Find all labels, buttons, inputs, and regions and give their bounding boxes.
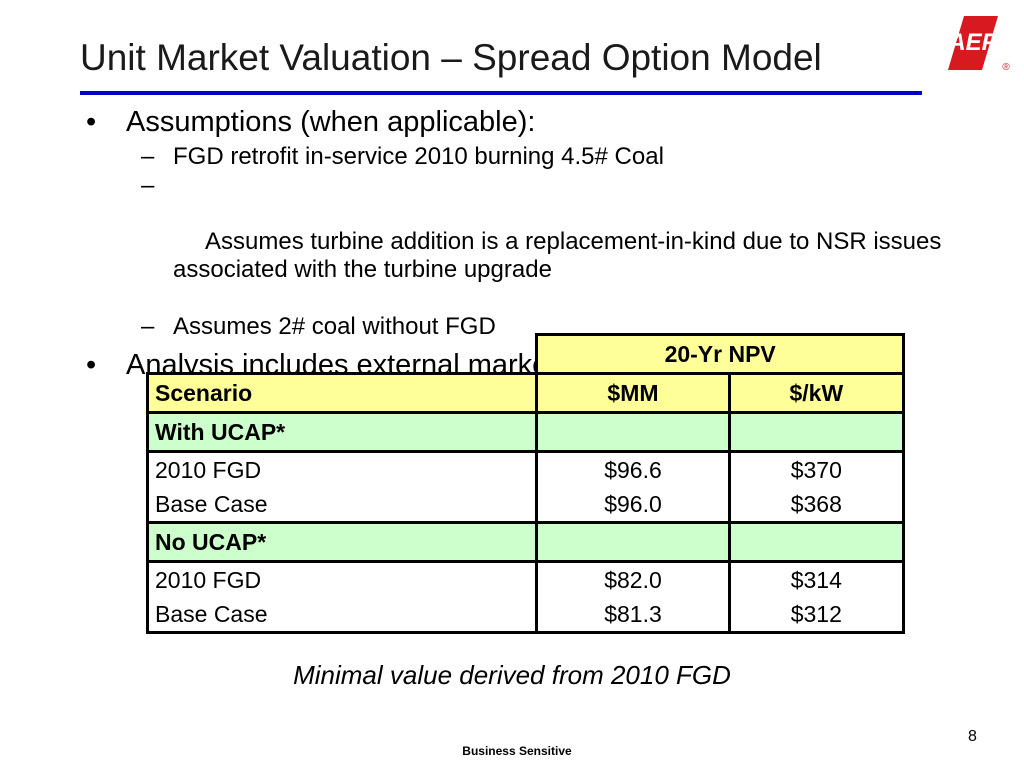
cell-scenario: 2010 FGD xyxy=(145,560,539,597)
bullet-dot: • xyxy=(86,106,97,138)
section-row-with-ucap: With UCAP* xyxy=(145,411,906,453)
table-row: Base Case $96.0 $368 xyxy=(145,487,906,524)
sub-bullet-text: Assumes turbine addition is a replacemen… xyxy=(173,228,949,283)
aep-logo: AEP ® xyxy=(946,14,1014,72)
slide-title: Unit Market Valuation – Spread Option Mo… xyxy=(80,37,822,78)
column-header-kw: $/kW xyxy=(727,372,906,414)
sub-bullet-fgd-retrofit: – FGD retrofit in-service 2010 burning 4… xyxy=(86,143,986,171)
npv-table: 20-Yr NPV Scenario $MM $/kW With UCAP* 2… xyxy=(145,333,906,634)
cell-scenario: Base Case xyxy=(145,487,539,524)
cell-kw: $368 xyxy=(727,487,906,524)
title-underline xyxy=(80,91,922,95)
page-number: 8 xyxy=(968,728,977,745)
section-cell-blank xyxy=(727,521,906,563)
table-row: Base Case $81.3 $312 xyxy=(145,597,906,634)
table-row: 2010 FGD $96.6 $370 xyxy=(145,450,906,487)
npv-group-header: 20-Yr NPV xyxy=(535,333,905,375)
sub-bullet-dash: – xyxy=(141,143,155,170)
section-label: With UCAP* xyxy=(145,411,539,453)
footer-label: Business Sensitive xyxy=(462,744,572,758)
sub-bullet-dash: – xyxy=(141,172,155,199)
sub-bullet-text: Assumes 2# coal without FGD xyxy=(173,313,496,340)
sub-bullet-text: FGD retrofit in-service 2010 burning 4.5… xyxy=(173,143,664,170)
svg-text:®: ® xyxy=(1002,62,1010,72)
section-cell-blank xyxy=(727,411,906,453)
table-corner-blank xyxy=(148,335,537,374)
cell-mm: $96.0 xyxy=(535,487,731,524)
sub-bullet-turbine: – Assumes turbine addition is a replacem… xyxy=(86,172,986,312)
bullet-dot: • xyxy=(86,349,97,381)
table-caption: Minimal value derived from 2010 FGD xyxy=(293,660,731,690)
cell-scenario: Base Case xyxy=(145,597,539,634)
cell-kw: $312 xyxy=(727,597,906,634)
sub-bullet-dash: – xyxy=(141,313,155,340)
cell-kw: $370 xyxy=(727,450,906,487)
sub-bullet-2-coal: – Assumes 2# coal without FGD xyxy=(86,313,986,341)
cell-mm: $81.3 xyxy=(535,597,731,634)
cell-kw: $314 xyxy=(727,560,906,597)
section-label: No UCAP* xyxy=(145,521,539,563)
aep-logo-icon: AEP ® xyxy=(947,16,1010,72)
bullet-text: Assumptions (when applicable): xyxy=(126,106,536,138)
column-header-mm: $MM xyxy=(535,372,731,414)
cell-mm: $82.0 xyxy=(535,560,731,597)
svg-text:AEP: AEP xyxy=(947,29,998,56)
cell-mm: $96.6 xyxy=(535,450,731,487)
cell-scenario: 2010 FGD xyxy=(145,450,539,487)
section-cell-blank xyxy=(535,411,731,453)
column-header-scenario: Scenario xyxy=(145,372,539,414)
bullet-assumptions: • Assumptions (when applicable): xyxy=(86,102,986,142)
table-column-header-row: Scenario $MM $/kW xyxy=(145,372,906,414)
section-cell-blank xyxy=(535,521,731,563)
table-group-header-row: 20-Yr NPV xyxy=(148,333,905,375)
table-row: 2010 FGD $82.0 $314 xyxy=(145,560,906,597)
section-row-no-ucap: No UCAP* xyxy=(145,521,906,563)
